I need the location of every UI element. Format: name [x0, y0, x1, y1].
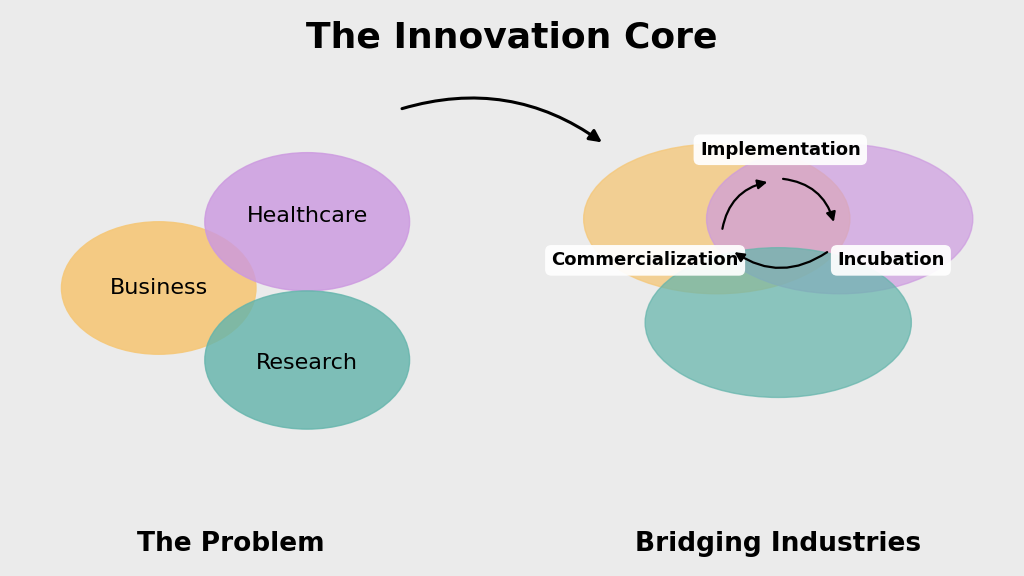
Ellipse shape [61, 222, 256, 354]
Circle shape [707, 144, 973, 294]
Text: Incubation: Incubation [838, 251, 944, 270]
Text: Commercialization: Commercialization [552, 251, 738, 270]
Text: Research: Research [256, 353, 358, 373]
Text: Implementation: Implementation [700, 141, 860, 159]
Text: The Problem: The Problem [136, 531, 325, 558]
Text: Business: Business [110, 278, 208, 298]
Text: The Innovation Core: The Innovation Core [306, 20, 718, 55]
Ellipse shape [205, 153, 410, 291]
Ellipse shape [205, 291, 410, 429]
Text: Healthcare: Healthcare [247, 206, 368, 226]
Circle shape [645, 248, 911, 397]
Text: Bridging Industries: Bridging Industries [635, 531, 922, 558]
Circle shape [584, 144, 850, 294]
